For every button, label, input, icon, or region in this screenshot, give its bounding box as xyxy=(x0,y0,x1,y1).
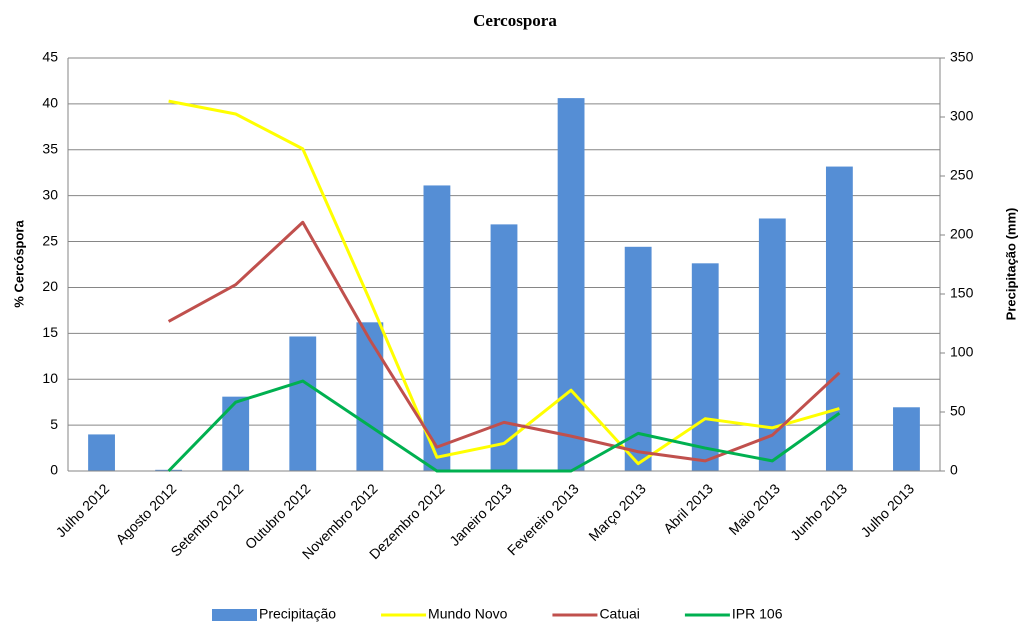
bar xyxy=(557,98,585,472)
y-tick-label: 35 xyxy=(42,140,58,156)
x-tick-label: Setembro 2012 xyxy=(167,480,246,559)
line xyxy=(168,99,840,466)
bar xyxy=(893,407,920,471)
x-tick-label: Abril 2013 xyxy=(660,480,716,536)
bar xyxy=(490,224,518,471)
y-tick-label: 0 xyxy=(50,462,58,478)
y-tick-label: 5 xyxy=(50,416,58,432)
y2-tick-label: 350 xyxy=(950,49,974,65)
y2-tick-label: 100 xyxy=(950,344,974,360)
bar xyxy=(289,336,317,471)
y2-tick-label: 300 xyxy=(950,108,974,124)
x-tick-label: Maio 2013 xyxy=(725,480,783,538)
y-tick-label: 25 xyxy=(42,232,58,248)
bar xyxy=(825,166,853,471)
legend-label: Catuai xyxy=(599,606,639,622)
x-tick-label: Junho 2013 xyxy=(787,480,850,543)
y-tick-label: 20 xyxy=(42,278,58,294)
y2-tick-label: 250 xyxy=(950,167,974,183)
bar xyxy=(758,218,786,471)
y2-tick-label: 0 xyxy=(950,462,958,478)
y2-tick-label: 200 xyxy=(950,226,974,242)
bar xyxy=(423,185,451,471)
x-tick-label: Julho 2012 xyxy=(53,480,113,540)
legend-swatch xyxy=(212,609,257,621)
x-tick-label: Outubro 2012 xyxy=(242,480,314,552)
bar xyxy=(691,263,719,471)
y2-tick-label: 150 xyxy=(950,285,974,301)
y-tick-label: 45 xyxy=(42,49,58,65)
bar xyxy=(356,322,384,471)
legend-label: Mundo Novo xyxy=(428,606,508,622)
bar xyxy=(88,434,115,471)
y-tick-label: 10 xyxy=(42,370,58,386)
y-tick-label: 30 xyxy=(42,186,58,202)
x-tick-label: Julho 2013 xyxy=(857,480,917,540)
y2-axis-label: Precipitação (mm) xyxy=(1003,208,1018,321)
y-axis-label: % Cercóspora xyxy=(11,220,26,308)
x-tick-label: Fevereiro 2013 xyxy=(504,480,582,558)
y-tick-label: 40 xyxy=(42,95,58,111)
chart-title: Cercospora xyxy=(473,11,557,30)
legend-label: Precipitação xyxy=(259,606,336,622)
bar xyxy=(222,396,250,471)
legend-label: IPR 106 xyxy=(732,606,783,622)
x-tick-label: Janeiro 2013 xyxy=(446,480,515,549)
y2-tick-label: 50 xyxy=(950,403,966,419)
line xyxy=(167,379,841,473)
y-tick-label: 15 xyxy=(42,324,58,340)
x-tick-label: Março 2013 xyxy=(585,480,649,544)
x-tick-label: Agosto 2012 xyxy=(112,480,179,547)
